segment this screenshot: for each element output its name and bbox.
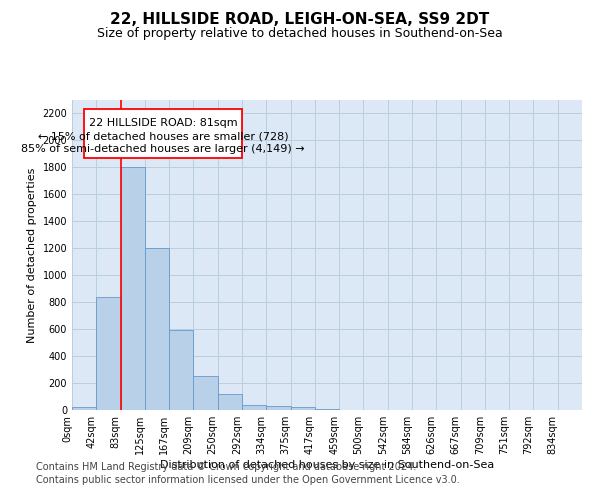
Bar: [72, 408, 96, 410]
Text: ← 15% of detached houses are smaller (728): ← 15% of detached houses are smaller (72…: [38, 131, 289, 141]
Bar: [121, 168, 145, 410]
Text: 22, HILLSIDE ROAD, LEIGH-ON-SEA, SS9 2DT: 22, HILLSIDE ROAD, LEIGH-ON-SEA, SS9 2DT: [110, 12, 490, 28]
Bar: [145, 248, 169, 410]
Bar: [218, 394, 242, 410]
Text: 85% of semi-detached houses are larger (4,149) →: 85% of semi-detached houses are larger (…: [21, 144, 305, 154]
Text: 22 HILLSIDE ROAD: 81sqm: 22 HILLSIDE ROAD: 81sqm: [89, 118, 238, 128]
Y-axis label: Number of detached properties: Number of detached properties: [27, 168, 37, 342]
Bar: [84, 110, 242, 158]
Bar: [169, 330, 193, 410]
X-axis label: Distribution of detached houses by size in Southend-on-Sea: Distribution of detached houses by size …: [160, 460, 494, 470]
Text: Size of property relative to detached houses in Southend-on-Sea: Size of property relative to detached ho…: [97, 28, 503, 40]
Bar: [193, 376, 218, 410]
Text: Contains HM Land Registry data © Crown copyright and database right 2024.: Contains HM Land Registry data © Crown c…: [36, 462, 416, 472]
Bar: [266, 406, 290, 410]
Bar: [96, 297, 121, 410]
Bar: [290, 408, 315, 410]
Text: Contains public sector information licensed under the Open Government Licence v3: Contains public sector information licen…: [36, 475, 460, 485]
Bar: [242, 405, 266, 410]
